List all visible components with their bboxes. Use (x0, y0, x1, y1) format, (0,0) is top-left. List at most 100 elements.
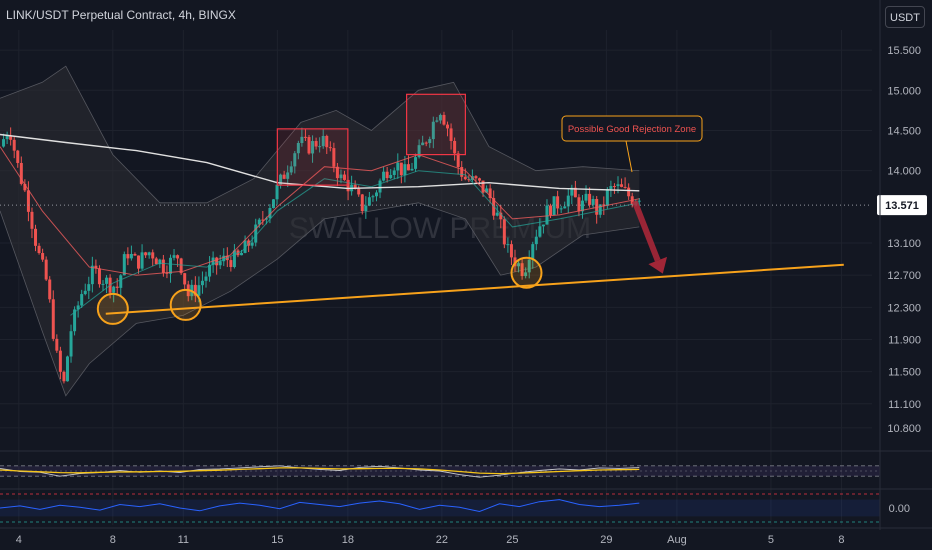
candle (5, 131, 9, 145)
candle-body (463, 176, 467, 180)
candle (584, 185, 588, 203)
candle (449, 123, 453, 150)
x-axis-tick-label: 29 (600, 534, 612, 546)
candle (151, 249, 155, 267)
candle-body (218, 261, 222, 266)
candle-body (176, 255, 180, 259)
candle-body (325, 135, 329, 148)
candle-body (509, 244, 513, 258)
candle (431, 116, 435, 149)
candle (129, 245, 133, 261)
x-axis-tick-label: 25 (506, 534, 518, 546)
candle-body (151, 252, 155, 259)
currency-button[interactable]: USDT (885, 6, 925, 28)
candle-body (580, 200, 584, 212)
candle (403, 155, 407, 183)
candle-body (183, 273, 187, 285)
candle (556, 190, 560, 215)
candle-body (538, 226, 542, 237)
candle-body (257, 219, 261, 225)
projection-arrow-shaft (631, 200, 661, 262)
candle-body (172, 255, 176, 258)
rejection-zone-box (406, 93, 466, 156)
candle-body (591, 199, 595, 205)
candle-body (620, 184, 624, 187)
candle-body (193, 284, 197, 296)
candle-body (485, 188, 489, 193)
candle-body (396, 162, 400, 171)
candle (325, 134, 329, 155)
support-touch-circle (169, 288, 202, 321)
candles (2, 111, 641, 384)
candle (442, 111, 446, 126)
candle-body (314, 141, 318, 147)
candle (26, 181, 30, 222)
candle-body (328, 147, 332, 149)
x-axis-tick-label: 5 (768, 534, 774, 546)
candle-body (129, 253, 133, 259)
candle (41, 248, 45, 262)
candle (154, 256, 158, 265)
candle-body (37, 245, 41, 254)
candle (144, 251, 148, 258)
candle-body (446, 124, 450, 129)
candle-body (311, 141, 315, 154)
candle (378, 178, 382, 199)
y-axis-tick-label: 11.900 (888, 334, 921, 346)
candle (389, 169, 393, 180)
lower-indicator-line (0, 499, 640, 513)
candle-body (51, 299, 55, 339)
candle-body (332, 148, 336, 167)
candle-body (76, 305, 80, 310)
candle (23, 179, 27, 193)
candle-body (605, 189, 609, 206)
y-axis-tick-label: 13.100 (887, 238, 921, 250)
candle (612, 183, 616, 194)
candle (438, 113, 442, 124)
candle (559, 205, 563, 213)
candle (19, 156, 23, 186)
candle-body (275, 184, 279, 200)
candle-body (73, 309, 77, 332)
candle-body (449, 128, 453, 141)
candle (570, 184, 574, 205)
candle-body (289, 166, 293, 173)
candle-body (264, 218, 268, 220)
candle-body (307, 137, 311, 154)
candle (232, 244, 236, 269)
candle-body (506, 244, 510, 246)
candle (37, 243, 41, 255)
candle-body (357, 188, 361, 195)
candle-body (165, 272, 169, 274)
y-axis-tick-label: 10.800 (887, 423, 921, 435)
candle-body (318, 146, 322, 148)
candle (58, 346, 62, 380)
candle-body (588, 193, 592, 205)
candle (552, 196, 556, 216)
candle-body (627, 187, 631, 197)
candle (69, 324, 73, 363)
candle-body (154, 258, 158, 265)
candle-body (268, 207, 272, 219)
candle (591, 195, 595, 209)
candle-body (552, 196, 556, 216)
bollinger-band-fill (0, 66, 640, 396)
candle-body (371, 196, 375, 198)
candle-body (573, 187, 577, 198)
candle (293, 150, 297, 174)
candle (623, 177, 627, 189)
candle (566, 188, 570, 214)
candle-body (137, 255, 141, 269)
candle-body (133, 253, 137, 256)
y-axis-tick-label: 15.500 (887, 45, 921, 57)
candle (279, 173, 283, 189)
candle-body (517, 263, 521, 267)
candle (296, 140, 300, 160)
candle (339, 169, 343, 184)
candle (126, 247, 130, 266)
candle-body (282, 174, 286, 179)
candle (460, 161, 464, 181)
candle-body (87, 284, 91, 291)
candle (200, 271, 204, 294)
